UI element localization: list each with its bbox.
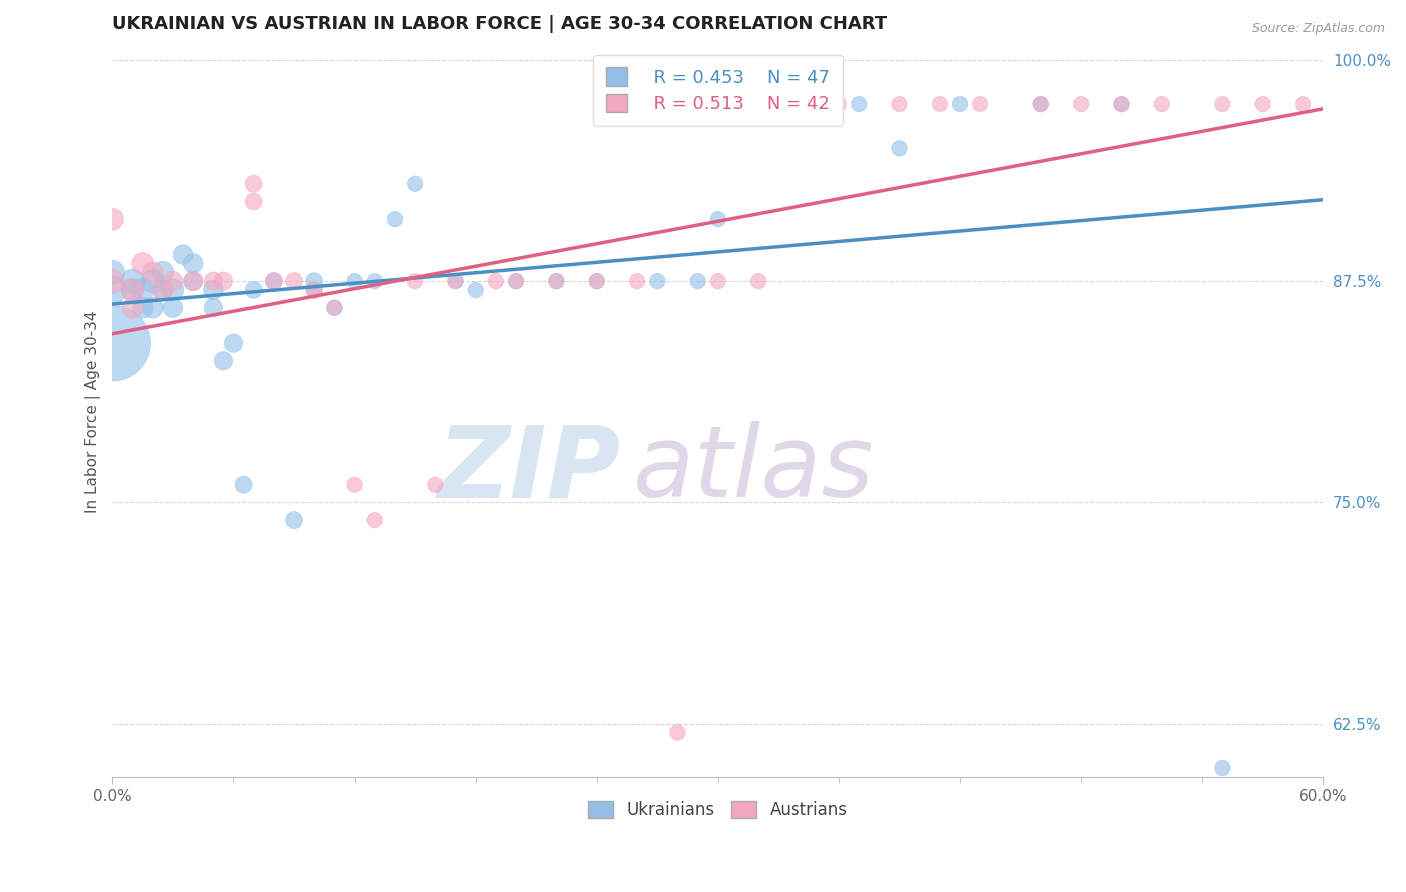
Text: atlas: atlas — [633, 421, 875, 518]
Point — [101, 265, 124, 279]
Point — [152, 265, 174, 279]
Point — [181, 274, 204, 288]
Point — [283, 274, 305, 288]
Point — [202, 274, 225, 288]
Point — [172, 247, 194, 261]
Point — [142, 265, 165, 279]
Point — [212, 274, 235, 288]
Point — [131, 283, 153, 297]
Point — [162, 274, 184, 288]
Point — [707, 274, 730, 288]
Point — [747, 274, 769, 288]
Point — [242, 194, 264, 209]
Point — [1251, 97, 1274, 112]
Point — [302, 283, 325, 297]
Point — [889, 97, 911, 112]
Point — [1211, 97, 1233, 112]
Legend: Ukrainians, Austrians: Ukrainians, Austrians — [579, 792, 856, 827]
Point — [425, 477, 447, 491]
Point — [747, 106, 769, 120]
Point — [222, 336, 245, 351]
Point — [585, 274, 607, 288]
Point — [505, 274, 527, 288]
Point — [162, 283, 184, 297]
Y-axis label: In Labor Force | Age 30-34: In Labor Force | Age 30-34 — [86, 310, 101, 513]
Point — [828, 97, 851, 112]
Point — [101, 283, 124, 297]
Point — [242, 283, 264, 297]
Point — [889, 141, 911, 155]
Text: UKRAINIAN VS AUSTRIAN IN LABOR FORCE | AGE 30-34 CORRELATION CHART: UKRAINIAN VS AUSTRIAN IN LABOR FORCE | A… — [112, 15, 887, 33]
Point — [1292, 97, 1315, 112]
Point — [928, 97, 950, 112]
Point — [181, 274, 204, 288]
Point — [787, 97, 810, 112]
Point — [343, 477, 366, 491]
Point — [283, 513, 305, 527]
Point — [1029, 97, 1052, 112]
Text: ZIP: ZIP — [439, 421, 621, 518]
Point — [101, 336, 124, 351]
Point — [121, 283, 143, 297]
Point — [585, 274, 607, 288]
Point — [949, 97, 972, 112]
Point — [212, 353, 235, 368]
Point — [1150, 97, 1173, 112]
Point — [686, 274, 709, 288]
Point — [121, 274, 143, 288]
Point — [848, 97, 870, 112]
Point — [181, 256, 204, 270]
Point — [121, 301, 143, 315]
Point — [384, 212, 406, 227]
Point — [242, 177, 264, 191]
Point — [626, 274, 648, 288]
Point — [404, 177, 426, 191]
Point — [546, 274, 568, 288]
Point — [1070, 97, 1092, 112]
Point — [364, 274, 387, 288]
Point — [666, 725, 689, 739]
Point — [707, 212, 730, 227]
Point — [969, 97, 991, 112]
Point — [142, 274, 165, 288]
Point — [343, 274, 366, 288]
Point — [152, 283, 174, 297]
Point — [142, 301, 165, 315]
Point — [404, 274, 426, 288]
Point — [1211, 761, 1233, 775]
Point — [444, 274, 467, 288]
Point — [263, 274, 285, 288]
Point — [131, 256, 153, 270]
Point — [464, 283, 486, 297]
Point — [505, 274, 527, 288]
Point — [152, 283, 174, 297]
Point — [1111, 97, 1133, 112]
Point — [202, 283, 225, 297]
Point — [131, 301, 153, 315]
Point — [101, 212, 124, 227]
Point — [1111, 97, 1133, 112]
Point — [1029, 97, 1052, 112]
Point — [302, 283, 325, 297]
Point — [364, 513, 387, 527]
Point — [202, 301, 225, 315]
Point — [263, 274, 285, 288]
Point — [485, 274, 508, 288]
Point — [302, 274, 325, 288]
Text: Source: ZipAtlas.com: Source: ZipAtlas.com — [1251, 22, 1385, 36]
Point — [232, 477, 254, 491]
Point — [645, 274, 668, 288]
Point — [323, 301, 346, 315]
Point — [546, 274, 568, 288]
Point — [162, 301, 184, 315]
Point — [323, 301, 346, 315]
Point — [121, 283, 143, 297]
Point — [807, 97, 830, 112]
Point — [101, 274, 124, 288]
Point — [444, 274, 467, 288]
